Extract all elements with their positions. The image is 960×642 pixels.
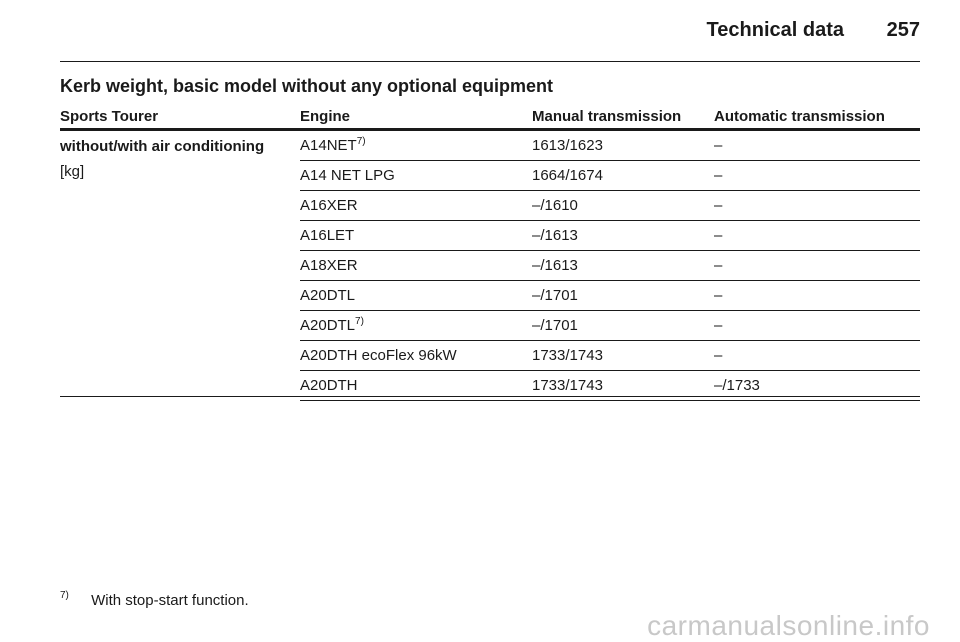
engine-cell: A20DTH: [300, 377, 358, 394]
table-row: A16LET –/1613 –: [300, 221, 920, 251]
automatic-cell: –: [714, 137, 723, 154]
table-row: A18XER –/1613 –: [300, 251, 920, 281]
unit-label: [kg]: [60, 163, 85, 180]
footnote: 7) With stop-start function.: [60, 590, 249, 609]
engine-cell: A16LET: [300, 227, 355, 244]
table-row: A16XER –/1610 –: [300, 191, 920, 221]
automatic-cell: –: [714, 347, 723, 364]
engine-cell: A16XER: [300, 197, 358, 214]
watermark: carmanualsonline.info: [647, 610, 930, 641]
automatic-cell: –/1733: [714, 377, 760, 394]
engine-name: A20DTL: [300, 317, 356, 334]
automatic-cell: –: [714, 257, 723, 274]
table-row: A20DTH 1733/1743 –/1733: [300, 371, 920, 401]
column-header-manual: Manual transmission: [532, 108, 682, 125]
page-header: Technical data 257: [60, 0, 920, 62]
automatic-cell: –: [714, 317, 723, 334]
header-rule: [60, 128, 920, 131]
manual-cell: 1613/1623: [532, 137, 603, 154]
automatic-cell: –: [714, 227, 723, 244]
column-header-engine: Engine: [300, 108, 351, 125]
page-number: 257: [886, 19, 920, 41]
column-header-sports-tourer: Sports Tourer: [60, 108, 159, 125]
footnote-text: With stop-start function.: [91, 592, 249, 609]
footnote-marker: 7): [60, 590, 69, 601]
footnote-ref: 7): [355, 316, 364, 327]
table-row: A14NET7) 1613/1623 –: [300, 131, 920, 161]
table-row: A20DTL –/1701 –: [300, 281, 920, 311]
table-heading: Kerb weight, basic model without any opt…: [60, 76, 554, 96]
column-header-automatic: Automatic transmission: [714, 108, 885, 125]
engine-name: A14NET: [300, 137, 357, 154]
footnote-ref: 7): [356, 136, 366, 147]
automatic-cell: –: [714, 287, 723, 304]
engine-cell: A14 NET LPG: [300, 167, 395, 184]
manual-cell: –/1701: [532, 287, 578, 304]
manual-cell: –/1610: [532, 197, 578, 214]
automatic-cell: –: [714, 167, 723, 184]
manual-cell: 1664/1674: [532, 167, 603, 184]
engine-cell: A18XER: [300, 257, 358, 274]
manual-cell: –/1613: [532, 257, 578, 274]
engine-cell: A20DTL7): [300, 316, 364, 335]
table-body: A14NET7) 1613/1623 – A14 NET LPG 1664/16…: [300, 131, 920, 401]
table-row: A20DTH ecoFlex 96kW 1733/1743 –: [300, 341, 920, 371]
engine-cell: A20DTH ecoFlex 96kW: [300, 347, 457, 364]
manual-cell: 1733/1743: [532, 377, 603, 394]
manual-cell: –/1701: [532, 317, 578, 334]
engine-cell: A20DTL: [300, 287, 356, 304]
engine-cell: A14NET7): [300, 136, 366, 155]
row-group-cell: without/with air conditioning [kg]: [60, 138, 264, 180]
table-bottom-rule: [60, 396, 920, 397]
table-row: A14 NET LPG 1664/1674 –: [300, 161, 920, 191]
row-group-label: without/with air conditioning: [60, 138, 265, 155]
manual-cell: –/1613: [532, 227, 578, 244]
section-title: Technical data: [706, 19, 844, 41]
manual-cell: 1733/1743: [532, 347, 603, 364]
automatic-cell: –: [714, 197, 723, 214]
table-row: A20DTL7) –/1701 –: [300, 311, 920, 341]
